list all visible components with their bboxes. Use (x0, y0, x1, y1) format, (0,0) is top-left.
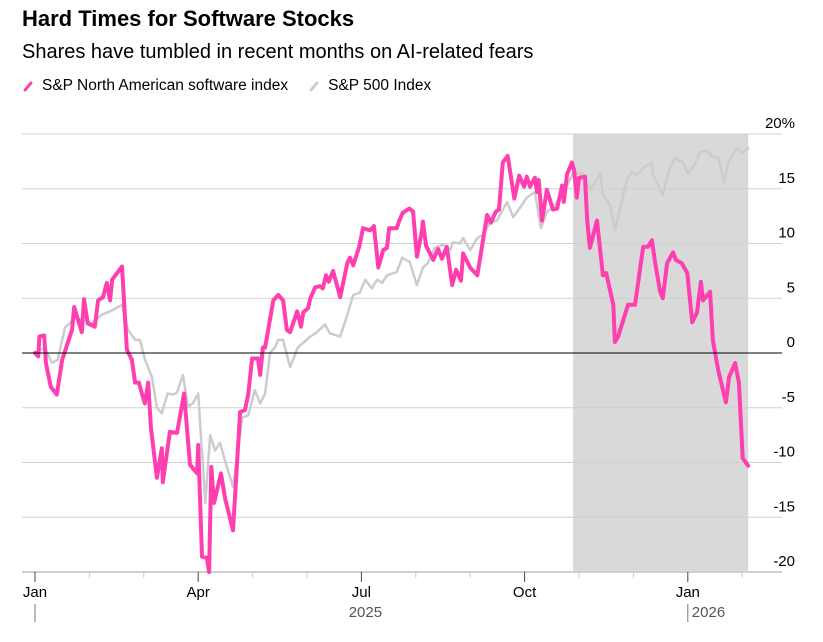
chart-subtitle: Shares have tumbled in recent months on … (22, 41, 534, 63)
y-tick-label: 20% (765, 115, 795, 132)
y-tick-label: 15 (778, 170, 795, 187)
x-tick-label: Apr (187, 584, 210, 601)
y-tick-label: 0 (787, 334, 795, 351)
y-tick-label: 5 (787, 279, 795, 296)
x-tick-label: Jan (676, 584, 700, 601)
legend-item-software: S&P North American software index (22, 77, 288, 95)
y-tick-label: -10 (773, 444, 795, 461)
x-tick-label: Jan (23, 584, 47, 601)
y-tick-label: -20 (773, 553, 795, 570)
x-tick-label: Jul (352, 584, 371, 601)
series-line-sp500 (33, 146, 750, 505)
legend-label-software: S&P North American software index (42, 77, 289, 94)
y-tick-label: -15 (773, 498, 795, 515)
x-tick-label: Oct (513, 584, 537, 601)
legend: S&P North American software index S&P 50… (22, 77, 431, 95)
year-label: 2026 (692, 604, 725, 621)
legend-label-sp500: S&P 500 Index (328, 77, 432, 94)
y-tick-label: -5 (782, 389, 795, 406)
chart-title: Hard Times for Software Stocks (22, 6, 355, 31)
y-tick-label: 10 (778, 225, 795, 242)
legend-item-sp500: S&P 500 Index (308, 77, 431, 95)
series-line-software (33, 153, 751, 574)
year-label: 2025 (349, 604, 382, 621)
